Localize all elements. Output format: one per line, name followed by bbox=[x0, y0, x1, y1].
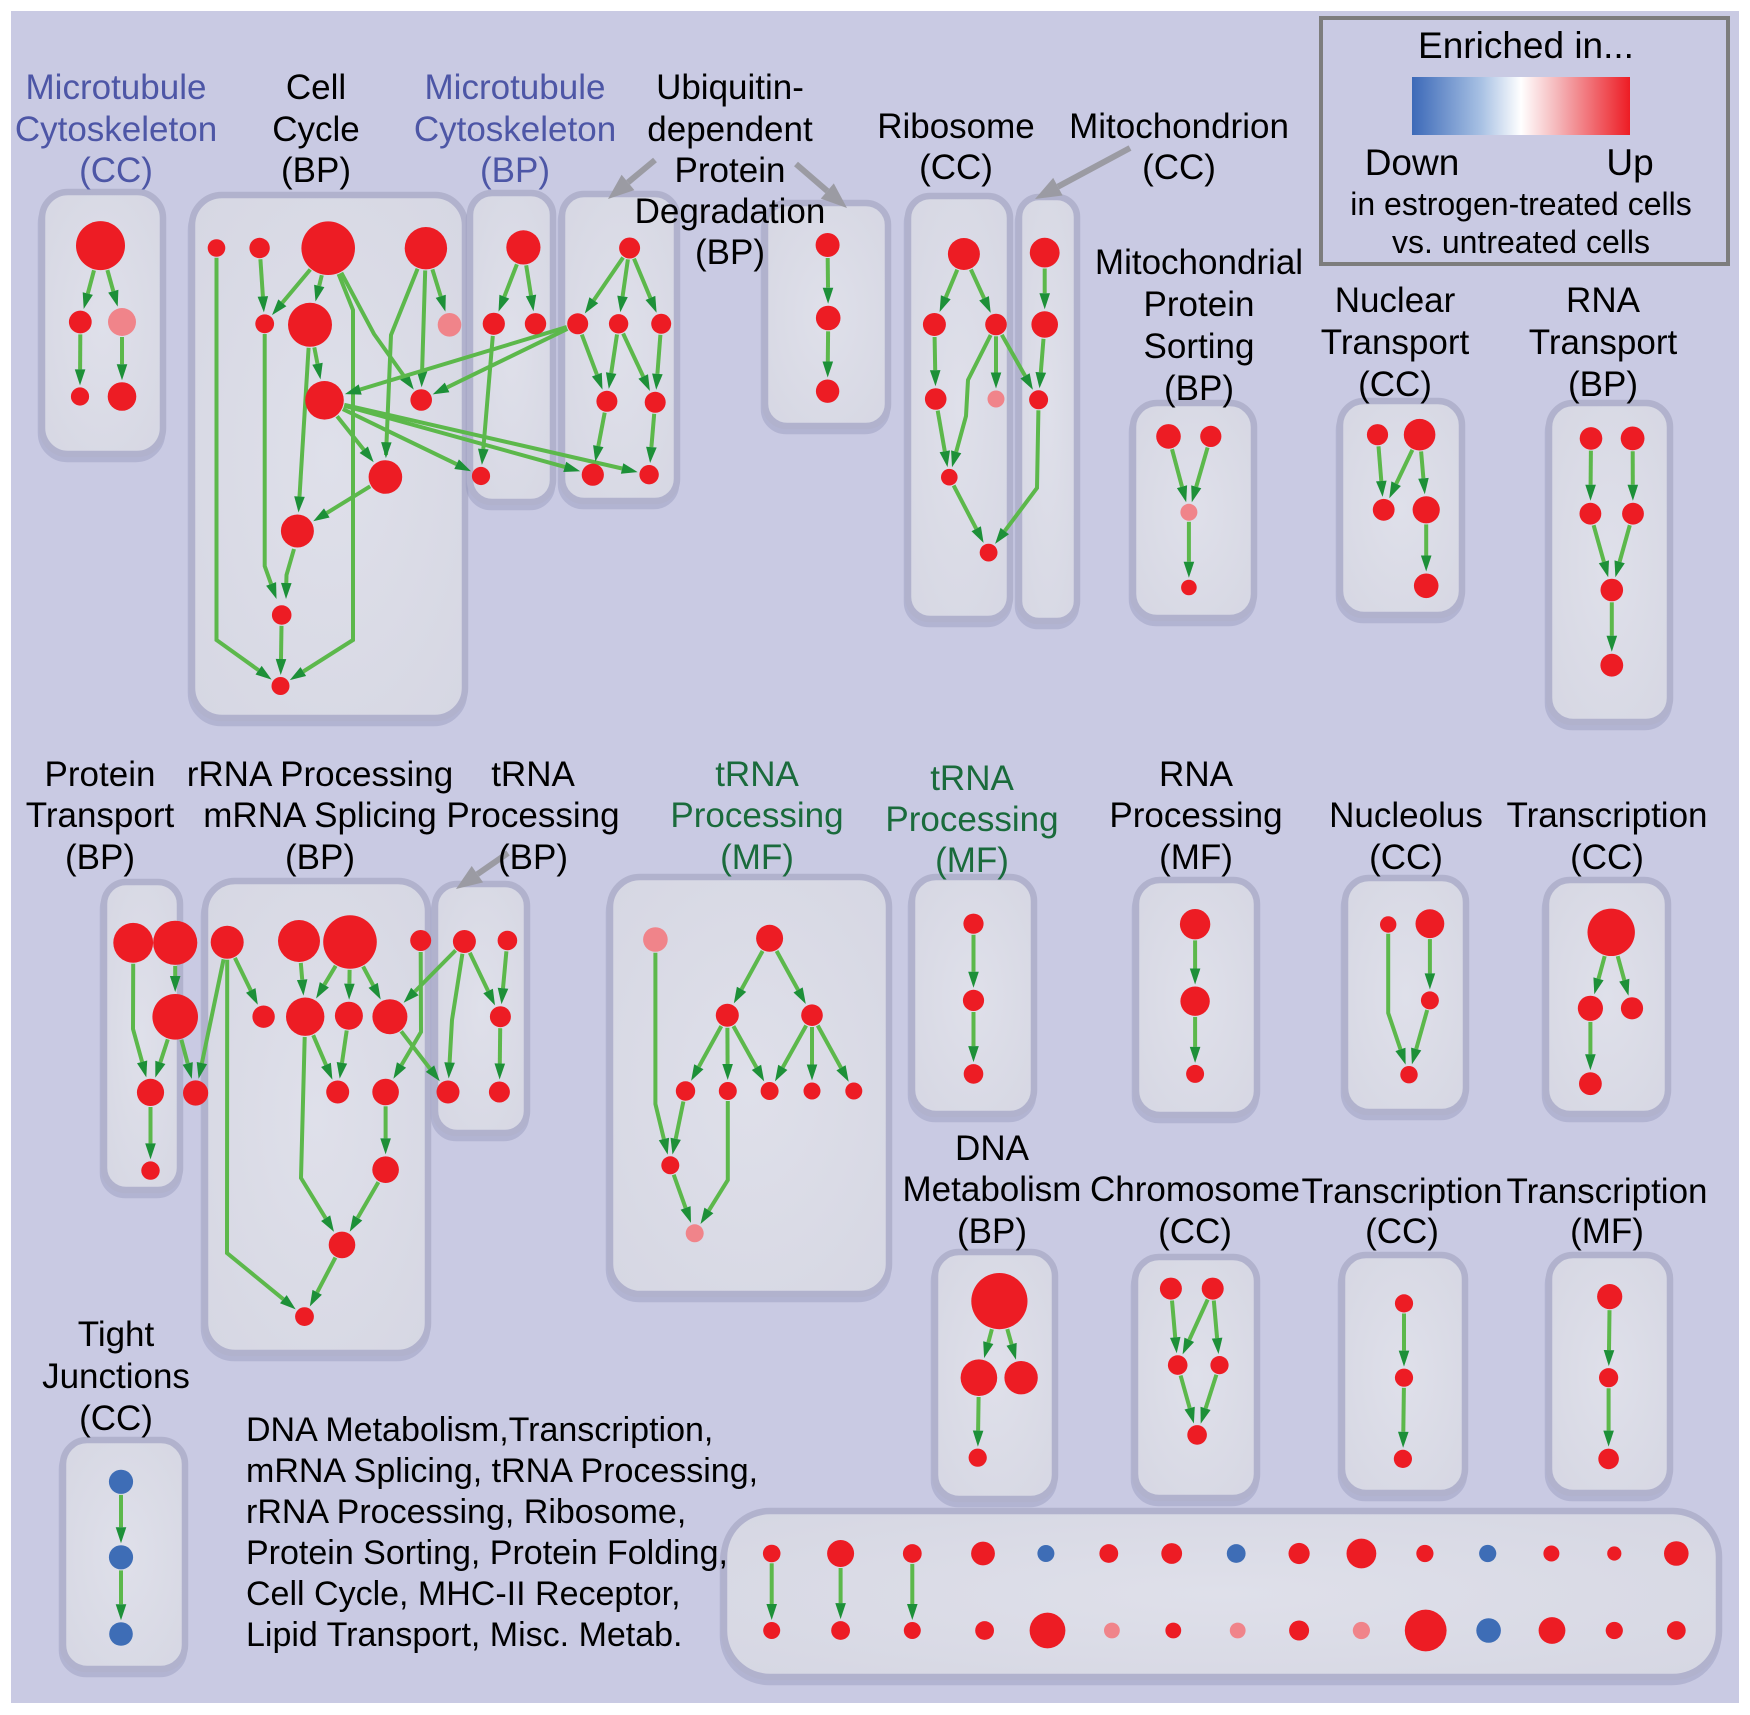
svg-text:Enriched in...: Enriched in... bbox=[1418, 25, 1634, 66]
svg-text:mRNA Splicing, tRNA Processing: mRNA Splicing, tRNA Processing, bbox=[246, 1452, 758, 1490]
svg-text:Junctions: Junctions bbox=[42, 1357, 190, 1396]
svg-text:(CC): (CC) bbox=[1358, 365, 1432, 404]
svg-text:(CC): (CC) bbox=[919, 148, 993, 187]
svg-text:Tight: Tight bbox=[78, 1315, 155, 1354]
svg-text:Microtubule: Microtubule bbox=[425, 68, 606, 107]
svg-text:tRNA: tRNA bbox=[930, 759, 1014, 798]
svg-text:in estrogen-treated cells: in estrogen-treated cells bbox=[1350, 186, 1692, 222]
svg-text:Ubiquitin-: Ubiquitin- bbox=[656, 68, 804, 107]
svg-text:tRNA: tRNA bbox=[715, 755, 799, 794]
svg-text:(CC): (CC) bbox=[79, 151, 153, 190]
svg-text:Transcription: Transcription bbox=[1507, 796, 1708, 835]
svg-text:Mitochondrion: Mitochondrion bbox=[1069, 107, 1289, 146]
svg-text:(CC): (CC) bbox=[79, 1399, 153, 1438]
svg-text:Sorting: Sorting bbox=[1144, 327, 1255, 366]
svg-text:rRNA Processing, Ribosome,: rRNA Processing, Ribosome, bbox=[246, 1493, 686, 1531]
svg-text:Protein: Protein bbox=[45, 755, 156, 794]
svg-text:tRNA: tRNA bbox=[491, 755, 575, 794]
svg-text:Cytoskeleton: Cytoskeleton bbox=[15, 110, 217, 149]
svg-text:Down: Down bbox=[1365, 142, 1460, 183]
svg-text:(MF): (MF) bbox=[1159, 838, 1233, 877]
svg-text:rRNA Processing: rRNA Processing bbox=[187, 755, 453, 794]
svg-text:(BP): (BP) bbox=[1568, 365, 1638, 404]
svg-text:Up: Up bbox=[1606, 142, 1653, 183]
svg-text:mRNA Splicing: mRNA Splicing bbox=[203, 796, 436, 835]
svg-text:RNA: RNA bbox=[1159, 755, 1234, 794]
svg-text:Ribosome: Ribosome bbox=[877, 107, 1035, 146]
svg-text:(BP): (BP) bbox=[480, 151, 550, 190]
svg-text:Processing: Processing bbox=[885, 800, 1058, 839]
svg-text:Cycle: Cycle bbox=[272, 110, 360, 149]
svg-text:(BP): (BP) bbox=[1164, 369, 1234, 408]
svg-text:Metabolism: Metabolism bbox=[903, 1170, 1082, 1209]
svg-text:Transport: Transport bbox=[1321, 323, 1470, 362]
svg-text:(CC): (CC) bbox=[1365, 1212, 1439, 1251]
svg-text:Transcription: Transcription bbox=[1507, 1172, 1708, 1211]
svg-text:DNA: DNA bbox=[955, 1129, 1030, 1168]
svg-text:Processing: Processing bbox=[1109, 796, 1282, 835]
svg-text:(BP): (BP) bbox=[65, 838, 135, 877]
svg-text:vs. untreated cells: vs. untreated cells bbox=[1392, 224, 1650, 260]
svg-text:Processing: Processing bbox=[670, 796, 843, 835]
svg-text:Transcription: Transcription bbox=[1302, 1172, 1503, 1211]
svg-text:dependent: dependent bbox=[647, 110, 813, 149]
svg-text:Protein Sorting, Protein Foldi: Protein Sorting, Protein Folding, bbox=[246, 1534, 728, 1572]
svg-text:Mitochondrial: Mitochondrial bbox=[1095, 243, 1303, 282]
svg-text:Transport: Transport bbox=[1529, 323, 1678, 362]
svg-text:Microtubule: Microtubule bbox=[26, 68, 207, 107]
svg-text:Degradation: Degradation bbox=[635, 192, 826, 231]
svg-text:RNA: RNA bbox=[1566, 281, 1641, 320]
svg-text:Protein: Protein bbox=[1144, 285, 1255, 324]
svg-text:(MF): (MF) bbox=[1570, 1212, 1644, 1251]
svg-text:(BP): (BP) bbox=[281, 151, 351, 190]
svg-text:Cell Cycle, MHC-II Receptor,: Cell Cycle, MHC-II Receptor, bbox=[246, 1575, 681, 1613]
svg-text:(CC): (CC) bbox=[1158, 1212, 1232, 1251]
svg-text:(CC): (CC) bbox=[1570, 838, 1644, 877]
svg-text:(BP): (BP) bbox=[285, 838, 355, 877]
svg-text:Nuclear: Nuclear bbox=[1335, 281, 1456, 320]
svg-text:Transport: Transport bbox=[26, 796, 175, 835]
svg-text:Cytoskeleton: Cytoskeleton bbox=[414, 110, 616, 149]
svg-text:(BP): (BP) bbox=[498, 838, 568, 877]
svg-text:Processing: Processing bbox=[446, 796, 619, 835]
svg-text:(MF): (MF) bbox=[935, 841, 1009, 880]
svg-text:Cell: Cell bbox=[286, 68, 346, 107]
svg-text:Lipid Transport, Misc. Metab.: Lipid Transport, Misc. Metab. bbox=[246, 1616, 683, 1654]
svg-text:Chromosome: Chromosome bbox=[1090, 1170, 1300, 1209]
svg-text:Protein: Protein bbox=[675, 151, 786, 190]
svg-text:(CC): (CC) bbox=[1369, 838, 1443, 877]
svg-text:DNA Metabolism,Transcription,: DNA Metabolism,Transcription, bbox=[246, 1411, 713, 1449]
svg-text:(BP): (BP) bbox=[957, 1212, 1027, 1251]
svg-text:(BP): (BP) bbox=[695, 233, 765, 272]
svg-text:(CC): (CC) bbox=[1142, 148, 1216, 187]
svg-text:(MF): (MF) bbox=[720, 838, 794, 877]
svg-text:Nucleolus: Nucleolus bbox=[1329, 796, 1483, 835]
